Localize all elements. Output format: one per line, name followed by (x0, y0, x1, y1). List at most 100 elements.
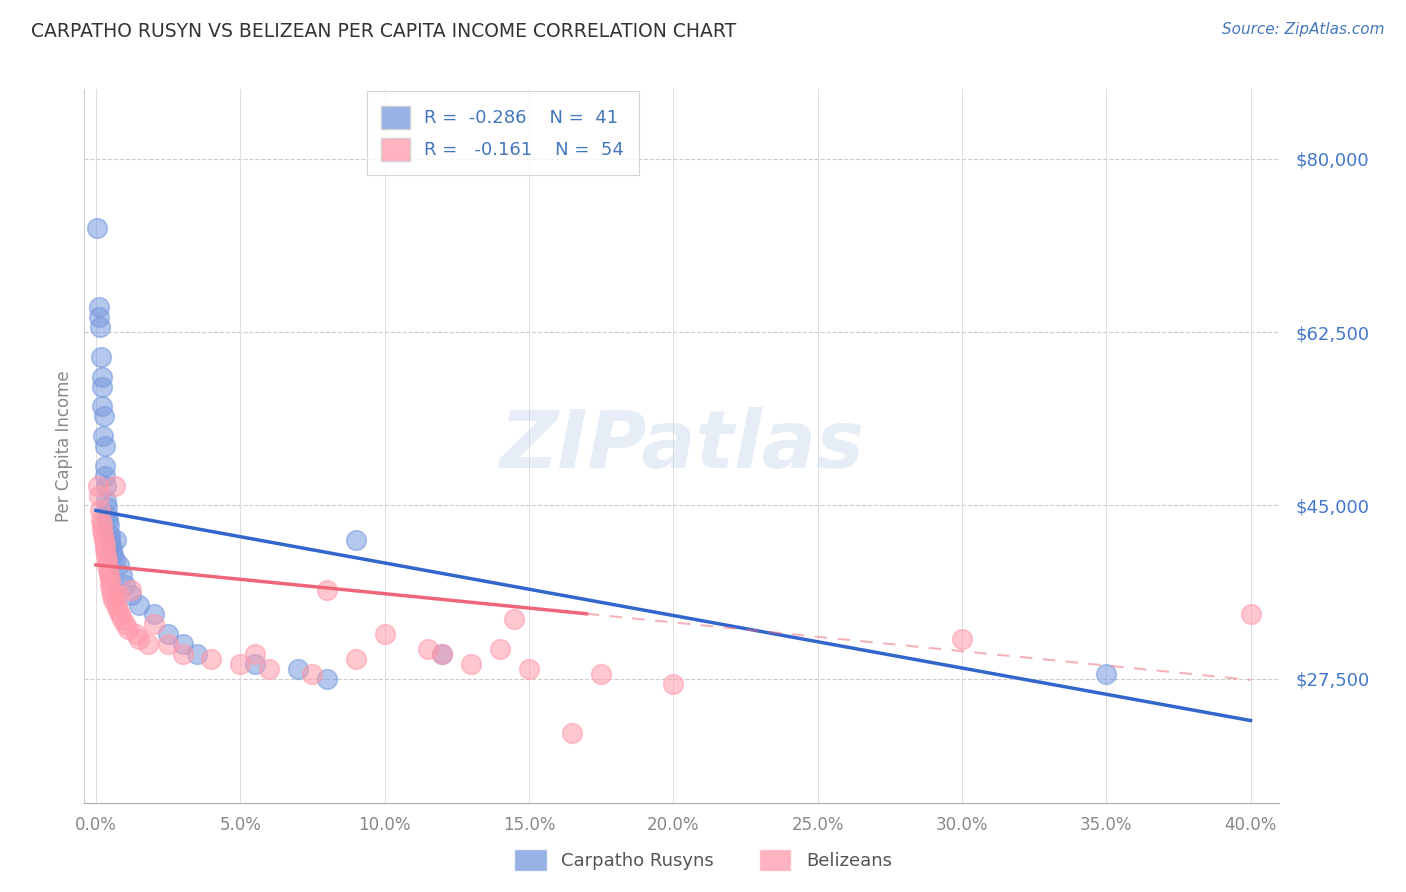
Point (136, 637, 159, 651)
Point (128, 632, 150, 647)
Point (90, 350, 112, 364)
Point (315, 582, 337, 597)
Point (111, 612, 134, 626)
Point (89, 489, 111, 503)
Point (98, 528, 121, 542)
Point (97, 513, 120, 527)
Point (142, 607, 165, 622)
Point (1239, 607, 1261, 622)
Point (460, 657, 482, 671)
Point (517, 662, 540, 676)
Point (91, 379, 114, 393)
Point (111, 567, 134, 582)
Point (98, 533, 121, 548)
Point (172, 637, 194, 651)
Point (101, 543, 124, 558)
Point (89, 320, 111, 334)
Point (172, 647, 194, 661)
Point (287, 662, 309, 676)
Point (186, 647, 208, 661)
Point (93, 533, 115, 548)
Text: CARPATHO RUSYN VS BELIZEAN PER CAPITA INCOME CORRELATION CHART: CARPATHO RUSYN VS BELIZEAN PER CAPITA IN… (31, 22, 737, 41)
Point (344, 533, 367, 548)
Point (243, 657, 266, 671)
Point (100, 582, 122, 597)
Point (344, 652, 367, 666)
Point (157, 627, 180, 641)
Text: Source: ZipAtlas.com: Source: ZipAtlas.com (1222, 22, 1385, 37)
Point (117, 623, 139, 637)
Point (86, 221, 108, 235)
Point (101, 588, 124, 602)
Point (93, 458, 115, 473)
Point (110, 607, 132, 622)
Point (96, 508, 118, 523)
Point (662, 677, 685, 691)
Point (90, 369, 112, 384)
Point (229, 657, 252, 671)
Point (96, 500, 118, 515)
Point (87, 300, 110, 314)
Point (103, 592, 125, 607)
Point (104, 553, 127, 567)
Point (96, 553, 118, 567)
Point (91, 400, 114, 414)
Point (432, 647, 454, 661)
Legend: R =  -0.286    N =  41, R =   -0.161    N =  54: R = -0.286 N = 41, R = -0.161 N = 54 (367, 91, 638, 176)
Point (97, 567, 120, 582)
Point (94, 468, 117, 483)
Point (94, 493, 117, 508)
Point (89, 503, 111, 517)
Point (98, 573, 121, 587)
Point (591, 667, 613, 681)
Point (125, 627, 148, 641)
Point (87, 478, 110, 492)
Point (94, 478, 117, 492)
Point (91, 523, 114, 537)
Point (97, 563, 120, 577)
Y-axis label: Per Capita Income: Per Capita Income (55, 370, 73, 522)
Point (374, 627, 396, 641)
Point (315, 672, 337, 686)
Point (200, 652, 222, 666)
Point (107, 602, 129, 616)
Point (108, 588, 131, 602)
Point (503, 612, 526, 626)
Point (91, 429, 114, 443)
Point (432, 647, 454, 661)
Point (94, 548, 117, 562)
Point (89, 310, 111, 325)
Point (128, 598, 150, 612)
Point (257, 662, 280, 676)
Point (114, 617, 136, 632)
Point (97, 518, 120, 533)
Point (96, 558, 118, 572)
Text: ZIPatlas: ZIPatlas (499, 407, 865, 485)
Point (243, 647, 266, 661)
Point (94, 543, 117, 558)
Point (98, 578, 121, 592)
Point (105, 533, 128, 548)
Point (120, 588, 142, 602)
Point (114, 578, 136, 592)
Point (157, 637, 180, 651)
Point (93, 538, 115, 552)
Point (1095, 667, 1118, 681)
Point (104, 478, 127, 492)
Point (103, 548, 125, 562)
Point (301, 667, 323, 681)
Point (142, 617, 165, 632)
Point (416, 642, 439, 657)
Point (108, 558, 131, 572)
Point (93, 409, 115, 424)
Point (100, 538, 122, 552)
Point (90, 513, 112, 527)
Point (120, 582, 142, 597)
Point (90, 518, 112, 533)
Point (489, 642, 512, 657)
Point (105, 598, 128, 612)
Point (950, 632, 973, 647)
Point (561, 726, 583, 740)
Legend: Carpatho Rusyns, Belizeans: Carpatho Rusyns, Belizeans (508, 842, 898, 879)
Point (91, 528, 114, 542)
